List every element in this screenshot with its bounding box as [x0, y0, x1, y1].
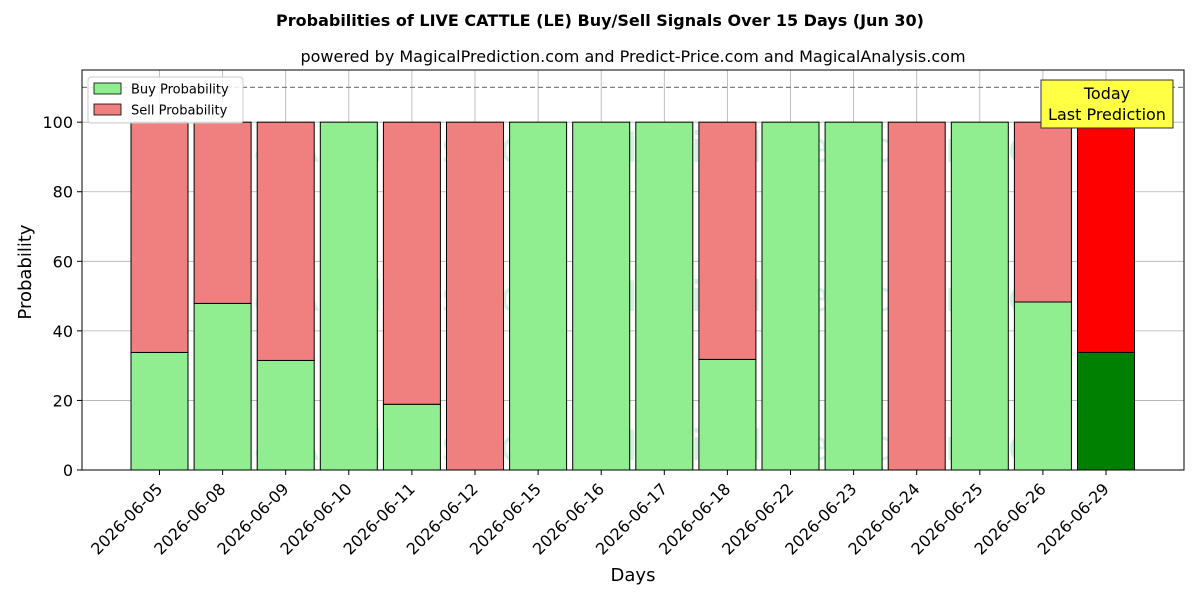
annotation-line-1: Today — [1083, 84, 1130, 103]
bar-layer — [130, 121, 1135, 471]
chart-subtitle: powered by MagicalPrediction.com and Pre… — [300, 47, 965, 66]
y-tick-label: 20 — [53, 391, 73, 410]
x-ticks: 2026-06-052026-06-082026-06-092026-06-10… — [87, 470, 1113, 559]
y-tick-label: 80 — [53, 183, 73, 202]
today-annotation: Today Last Prediction — [1040, 79, 1174, 129]
bar-buy — [256, 359, 315, 471]
legend-swatch-sell — [93, 103, 122, 116]
annotation-line-2: Last Prediction — [1048, 105, 1166, 124]
legend-box — [87, 76, 244, 124]
bar-sell — [1077, 121, 1135, 353]
legend-swatch-buy — [93, 82, 122, 95]
y-tick-label: 60 — [53, 252, 73, 271]
legend: Buy Probability Sell Probability — [87, 76, 244, 124]
bar-buy — [761, 121, 820, 471]
legend-label-sell: Sell Probability — [131, 104, 228, 119]
bar-sell — [1013, 121, 1072, 303]
bar-sell — [193, 121, 252, 304]
bar-buy — [698, 358, 757, 471]
bar-buy — [382, 403, 441, 471]
legend-label-buy: Buy Probability — [131, 83, 229, 98]
plot-frame — [81, 69, 1185, 471]
annotation-box — [1040, 79, 1174, 129]
bar-buy — [130, 351, 189, 471]
bar-sell — [382, 121, 441, 405]
bar-buy — [1077, 351, 1135, 471]
bar-sell — [887, 121, 946, 471]
bar-sell — [446, 121, 504, 471]
bar-buy — [950, 121, 1009, 471]
bar-sell — [130, 121, 189, 353]
bar-buy — [824, 121, 883, 471]
y-tick-label: 0 — [63, 461, 73, 480]
bar-buy — [319, 121, 378, 471]
bar-buy — [1013, 301, 1072, 471]
bar-sell — [256, 121, 315, 361]
bar-sell — [698, 121, 757, 360]
bar-buy — [572, 121, 631, 471]
bar-buy — [193, 302, 252, 471]
y-tick-label: 100 — [42, 113, 73, 132]
bar-buy — [509, 121, 568, 471]
bar-buy — [635, 121, 694, 471]
x-axis-title: Days — [611, 565, 656, 586]
chart-title: Probabilities of LIVE CATTLE (LE) Buy/Se… — [276, 11, 924, 30]
y-tick-label: 40 — [53, 322, 73, 341]
y-ticks: 0 20 40 60 80 100 — [42, 113, 82, 480]
y-axis-title: Probability — [15, 224, 36, 319]
